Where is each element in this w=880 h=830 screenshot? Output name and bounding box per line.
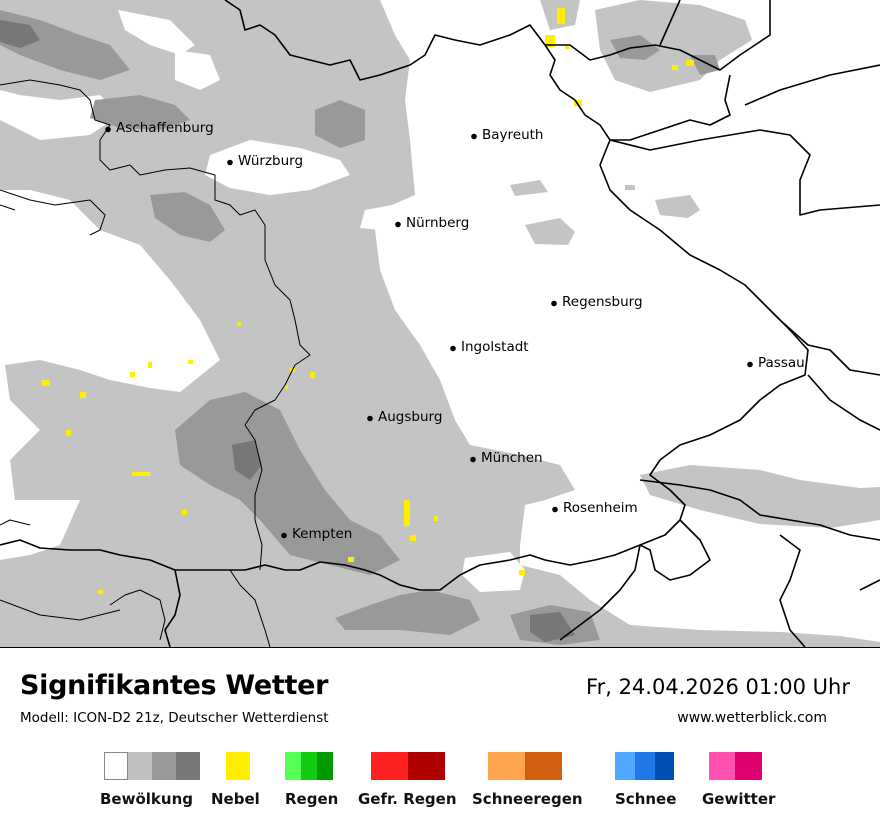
city-label: Aschaffenburg: [116, 120, 214, 136]
city-bayreuth: Bayreuth: [471, 127, 544, 143]
legend-swatch: [408, 752, 445, 780]
city-dot: [227, 159, 233, 166]
legend-swatches: [615, 752, 674, 780]
legend-swatch: [317, 752, 333, 780]
map-title: Signifikantes Wetter: [20, 670, 329, 701]
legend-label: Regen: [285, 790, 339, 808]
legend-label: Gewitter: [702, 790, 776, 808]
legend-rain: Regen: [285, 752, 338, 808]
legend-swatches: [226, 752, 250, 780]
legend-label: Nebel: [211, 790, 260, 808]
city-dot: [747, 361, 753, 368]
city-label: Nürnberg: [406, 215, 469, 231]
legend-swatch: [301, 752, 317, 780]
cloud-dark-layer: [0, 20, 575, 642]
legend-freezing-rain: Gefr. Regen: [358, 752, 457, 808]
legend-label: Gefr. Regen: [358, 790, 457, 808]
city-muenchen: München: [470, 450, 543, 466]
city-augsburg: Augsburg: [367, 409, 442, 425]
legend-swatches: [285, 752, 333, 780]
city-dot: [395, 221, 401, 228]
model-source: Modell: ICON-D2 21z, Deutscher Wetterdie…: [20, 710, 329, 726]
weather-map: Aschaffenburg Würzburg Bayreuth Nürnberg…: [0, 0, 880, 648]
city-label: Passau: [758, 355, 805, 371]
fog-layer: [42, 8, 694, 594]
city-label: Rosenheim: [563, 500, 638, 516]
legend-swatch: [735, 752, 762, 780]
legend-swatch: [488, 752, 525, 780]
legend-label: Schneeregen: [472, 790, 583, 808]
state-borders: [0, 79, 311, 647]
city-rosenheim: Rosenheim: [552, 500, 638, 516]
city-label: Ingolstadt: [461, 339, 529, 355]
city-label: Regensburg: [562, 294, 643, 310]
city-kempten: Kempten: [281, 526, 352, 542]
legend-swatches: [371, 752, 445, 780]
legend-sleet: Schneeregen: [472, 752, 583, 808]
city-dot: [281, 532, 287, 539]
map-canvas: Aschaffenburg Würzburg Bayreuth Nürnberg…: [0, 0, 880, 647]
legend-swatch: [226, 752, 250, 780]
city-dot: [450, 345, 456, 352]
legend-swatch: [525, 752, 562, 780]
city-wuerzburg: Würzburg: [227, 153, 303, 169]
legend-swatches: [104, 752, 200, 780]
city-dot: [552, 506, 558, 513]
legend-swatch: [285, 752, 301, 780]
city-label: Augsburg: [378, 409, 442, 425]
cities: Aschaffenburg Würzburg Bayreuth Nürnberg…: [105, 120, 805, 542]
city-label: Bayreuth: [482, 127, 544, 143]
legend-fog: Nebel: [211, 752, 260, 808]
city-dot: [471, 133, 477, 140]
legend-swatches: [709, 752, 762, 780]
city-label: Würzburg: [238, 153, 303, 169]
legend-swatches: [488, 752, 562, 780]
city-aschaffenburg: Aschaffenburg: [105, 120, 214, 136]
legend-swatch: [709, 752, 735, 780]
map-footer: Signifikantes Wetter Modell: ICON-D2 21z…: [0, 648, 880, 830]
legend-swatch: [655, 752, 674, 780]
legend-swatch: [104, 752, 128, 780]
city-dot: [367, 415, 373, 422]
legend-swatch: [371, 752, 408, 780]
legend-swatch: [615, 752, 635, 780]
city-regensburg: Regensburg: [551, 294, 643, 310]
cloud-clear-layer: [0, 10, 525, 592]
legend-thunderstorm: Gewitter: [702, 752, 775, 808]
city-dot: [551, 300, 557, 307]
city-label: Kempten: [292, 526, 352, 542]
city-dot: [470, 456, 476, 463]
city-passau: Passau: [747, 355, 805, 371]
legend-swatch: [176, 752, 200, 780]
website-link[interactable]: www.wetterblick.com: [677, 710, 827, 726]
legend-label: Schnee: [615, 790, 677, 808]
legend-label: Bewölkung: [100, 790, 193, 808]
legend-snow: Schnee: [615, 752, 676, 808]
legend-clouds: Bewölkung: [100, 752, 200, 808]
legend-swatch: [635, 752, 655, 780]
legend-swatch: [152, 752, 176, 780]
forecast-datetime: Fr, 24.04.2026 01:00 Uhr: [586, 675, 850, 699]
city-dot: [105, 126, 111, 133]
country-borders: [0, 0, 880, 647]
city-ingolstadt: Ingolstadt: [450, 339, 529, 355]
city-label: München: [481, 450, 543, 466]
legend-swatch: [128, 752, 152, 780]
legend: Bewölkung Nebel Regen Gefr. Regen: [0, 752, 880, 822]
city-nuernberg: Nürnberg: [395, 215, 469, 231]
